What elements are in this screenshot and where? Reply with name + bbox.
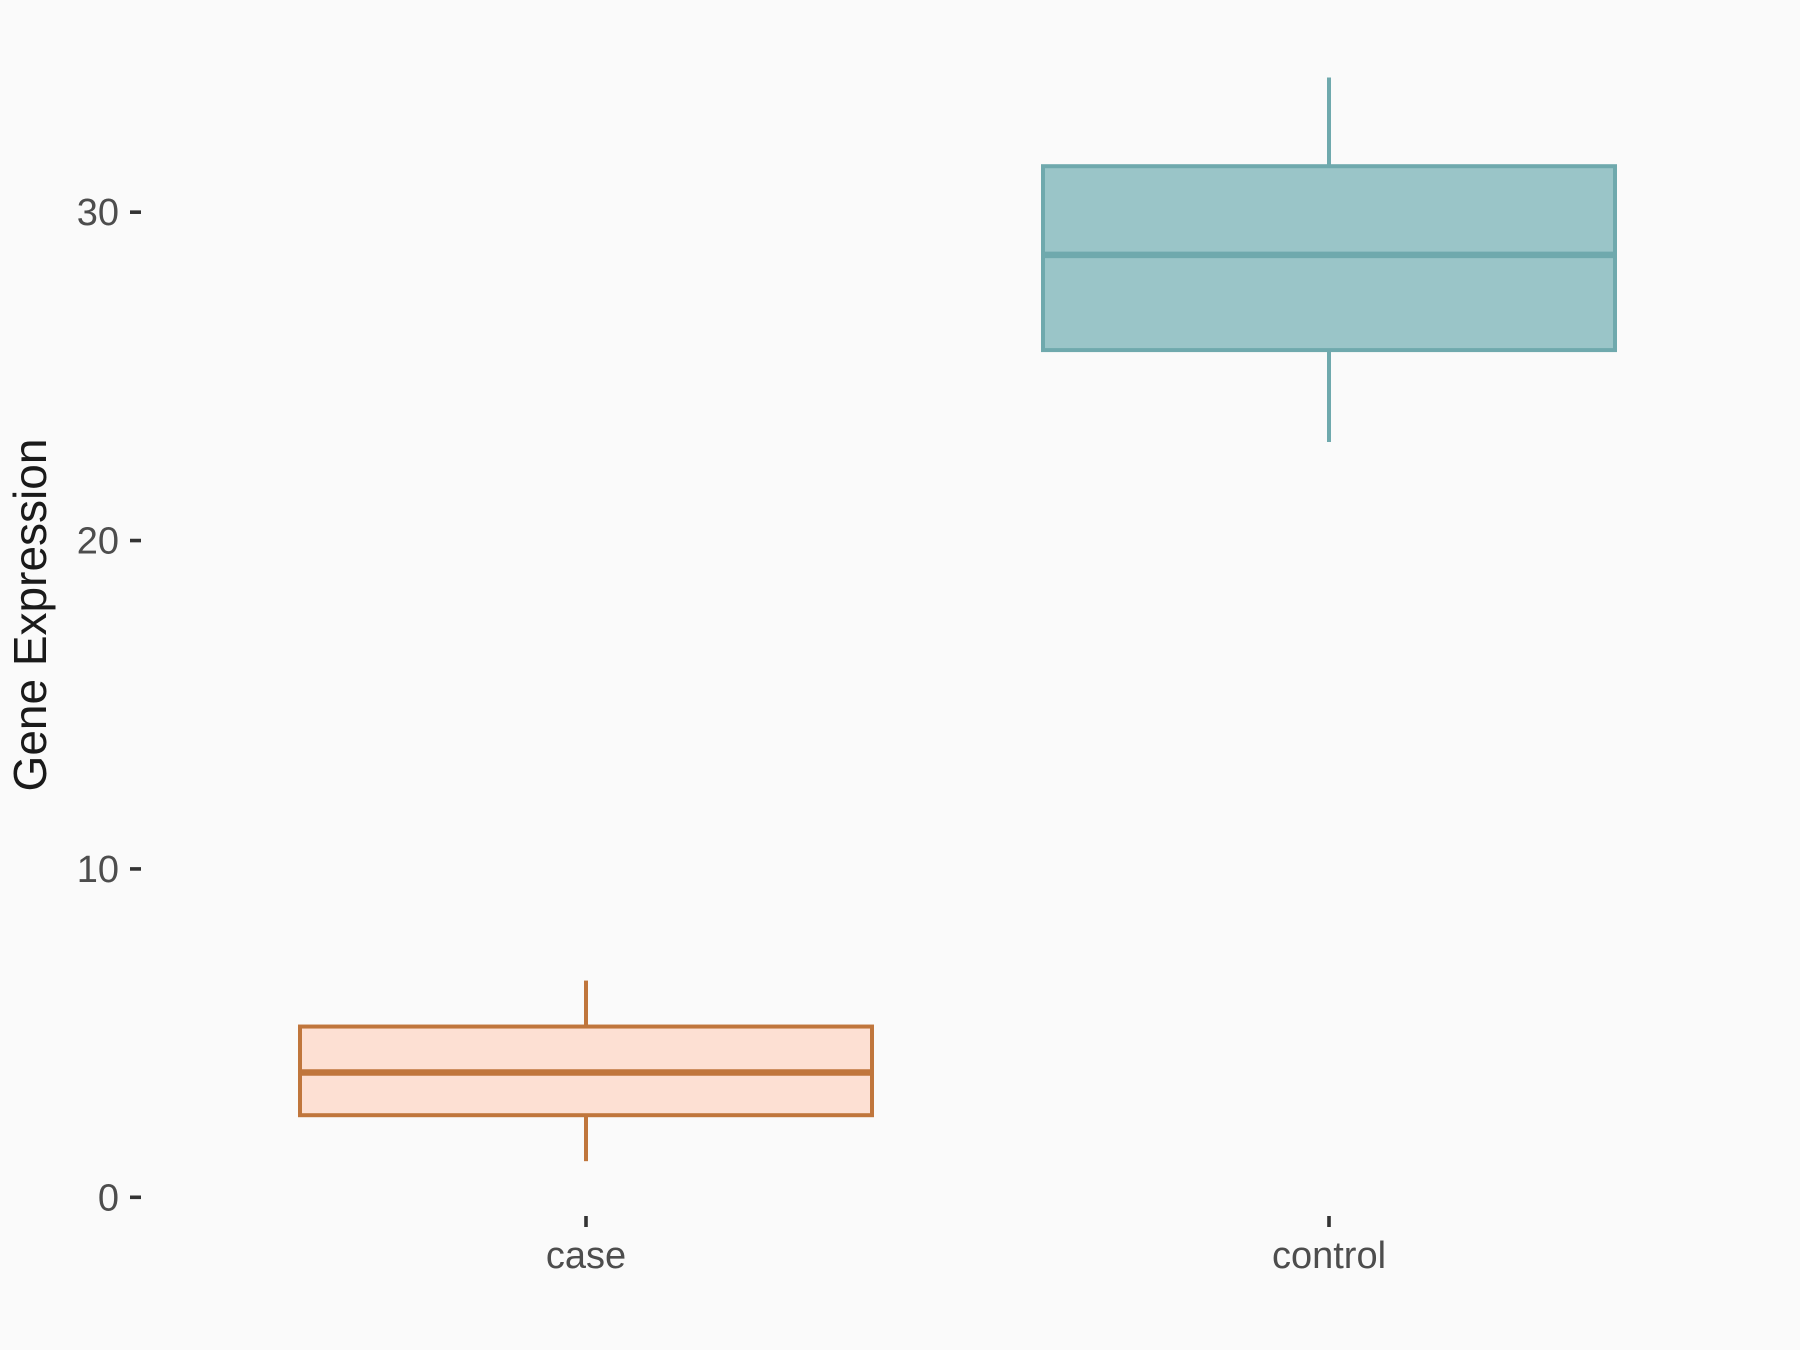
y-tick-label: 0	[98, 1177, 119, 1219]
x-category-label: control	[1272, 1235, 1386, 1277]
y-tick-label: 10	[77, 849, 119, 891]
iqr-box	[1041, 164, 1617, 353]
x-category-label: case	[546, 1235, 626, 1277]
y-tick-label: 20	[77, 521, 119, 563]
y-tick-label: 30	[77, 192, 119, 234]
boxplot-case	[298, 980, 874, 1162]
boxplot-series	[298, 77, 1617, 1162]
y-axis-title: Gene Expression	[4, 439, 56, 792]
boxplot-control	[1041, 77, 1617, 443]
y-axis: 0 10 20 30	[77, 192, 141, 1219]
x-axis: case control	[546, 1216, 1386, 1277]
